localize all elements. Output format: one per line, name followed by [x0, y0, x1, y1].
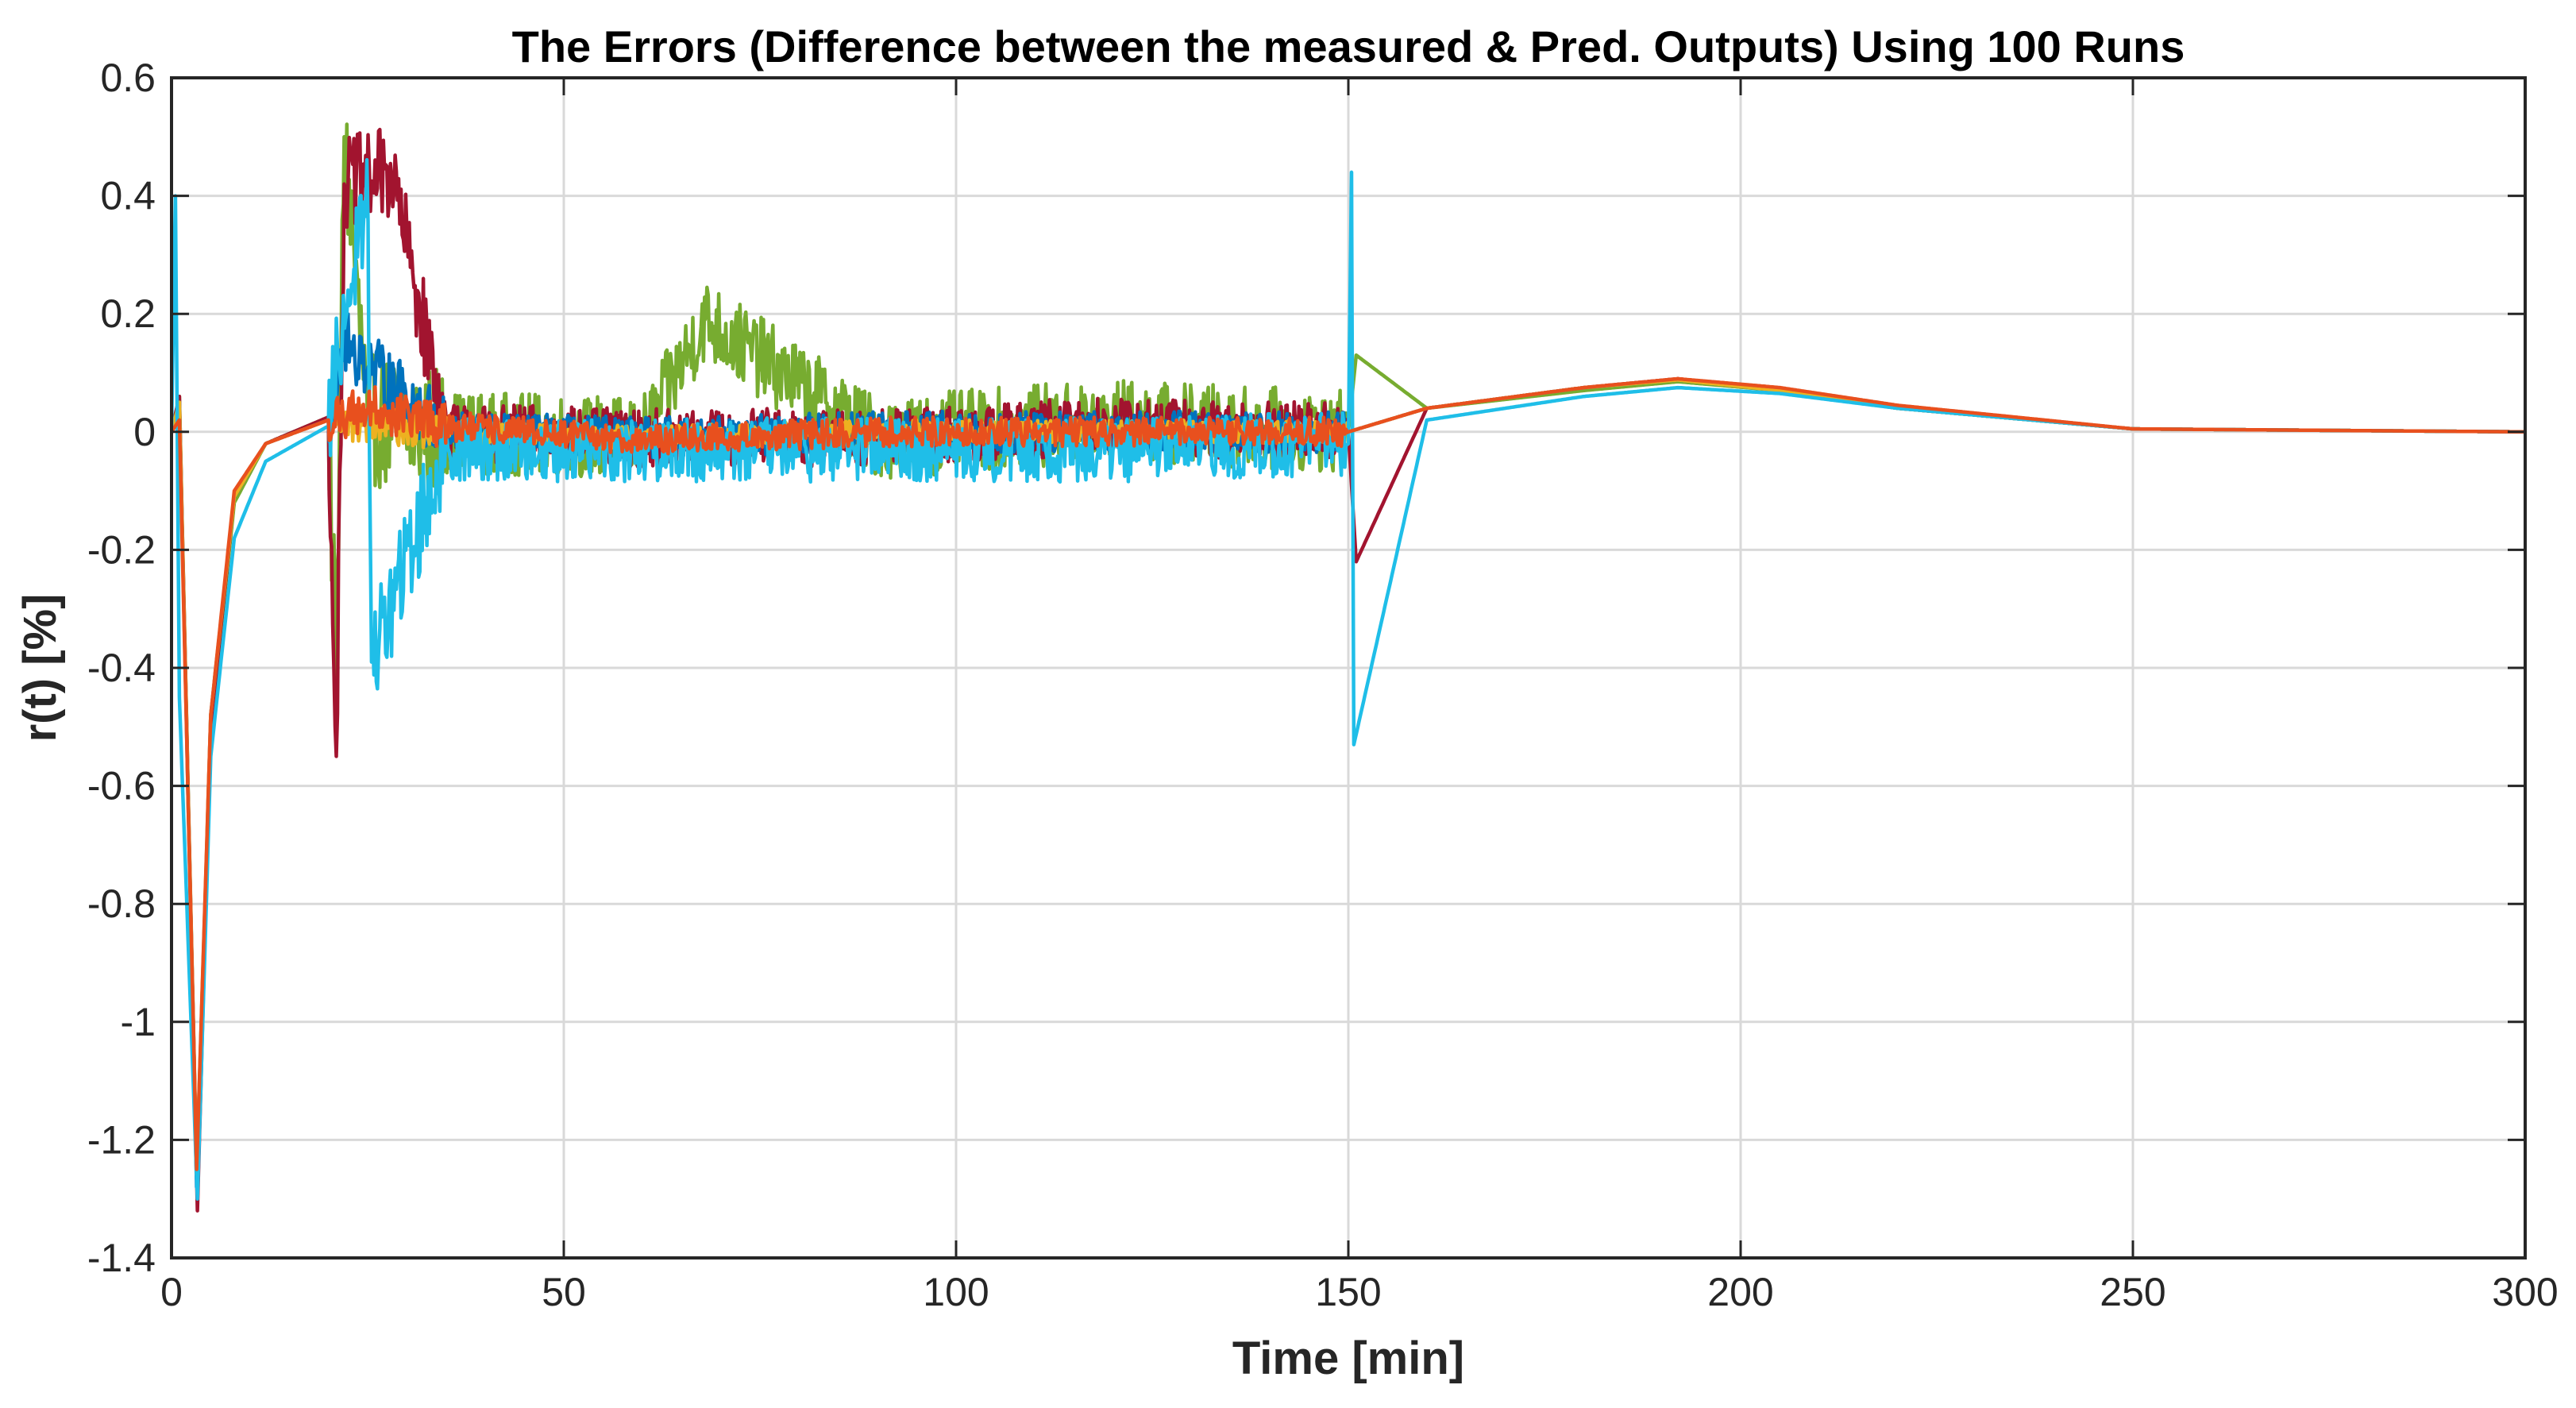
y-tick-label: -0.8: [87, 881, 156, 926]
x-tick-label: 100: [923, 1270, 989, 1314]
ticks: [170, 76, 2527, 1259]
x-tick-label: 300: [2492, 1270, 2558, 1314]
y-tick-label: 0.2: [100, 291, 156, 336]
y-tick-label: -0.2: [87, 527, 156, 572]
series-line: [172, 376, 2525, 1171]
y-tick-label: 0.6: [100, 56, 156, 100]
x-tick-label: 200: [1707, 1270, 1773, 1314]
x-axis-label: Time [min]: [1232, 1333, 1464, 1384]
x-tick-labels: 0 50 100 150 200 250 300: [160, 1270, 2559, 1314]
y-axis-label: r(t) [%]: [14, 594, 66, 743]
x-tick-label: 0: [160, 1270, 183, 1314]
y-tick-labels: 0.6 0.4 0.2 0 -0.2 -0.4 -0.6 -0.8 -1 -1.2 -1.4: [87, 56, 156, 1280]
y-tick-label: -0.4: [87, 646, 156, 690]
chart-title: The Errors (Difference between the measu…: [512, 21, 2185, 71]
y-tick-label: -1.2: [87, 1117, 156, 1162]
series-group: [172, 122, 2525, 1213]
y-tick-label: -1.4: [87, 1236, 156, 1280]
x-tick-label: 250: [2100, 1270, 2165, 1314]
x-tick-label: 150: [1315, 1270, 1381, 1314]
y-tick-label: 0.4: [100, 174, 156, 218]
x-tick-label: 50: [542, 1270, 586, 1314]
y-tick-label: -0.6: [87, 764, 156, 808]
y-tick-label: 0: [133, 410, 156, 454]
y-tick-label: -1: [121, 1000, 156, 1044]
